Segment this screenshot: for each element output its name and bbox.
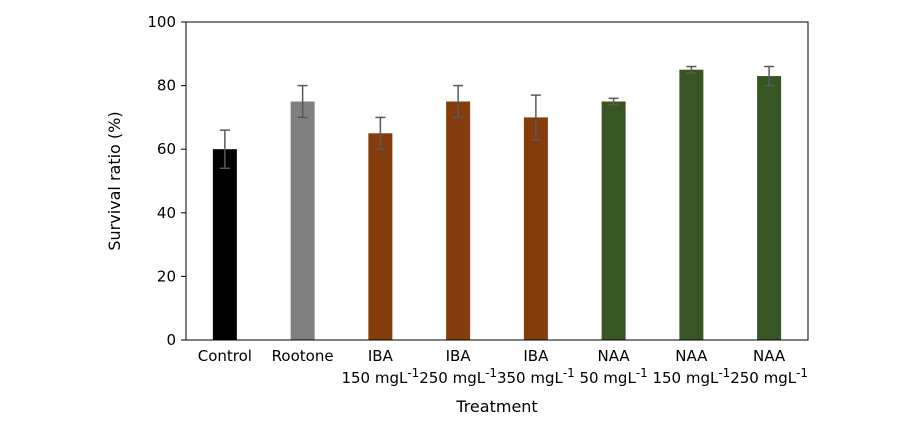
x-category-sublabel: 150 mgL-1 [652, 366, 730, 387]
x-category-superscript: -1 [407, 366, 419, 380]
x-category-superscript: -1 [796, 366, 808, 380]
plot-frame [185, 21, 809, 341]
x-category-superscript: -1 [718, 366, 730, 380]
x-category-sublabel: 250 mgL-1 [419, 366, 497, 387]
x-category-superscript: -1 [636, 366, 648, 380]
x-category-sublabel: 350 mgL-1 [497, 366, 575, 387]
bar [757, 76, 782, 340]
x-category-sublabel: 150 mgL-1 [341, 366, 419, 387]
x-category-label: Rootone [272, 347, 334, 365]
x-axis-title: Treatment [455, 397, 537, 416]
bar [212, 149, 237, 340]
y-tick-label: 80 [157, 77, 176, 95]
x-category-label: NAA [675, 347, 708, 365]
x-category-superscript: -1 [485, 366, 497, 380]
x-category-label: NAA [598, 347, 631, 365]
bar-series [212, 69, 782, 341]
x-category-sublabel: 50 mgL-1 [579, 366, 647, 387]
bar [679, 69, 704, 340]
y-axis-ticks: 0 20 40 60 80 100 [147, 13, 186, 349]
y-tick-label: 0 [166, 331, 176, 349]
y-tick-label: 100 [147, 13, 176, 31]
error-bars [219, 65, 775, 170]
bar [368, 133, 393, 340]
bar [601, 101, 626, 340]
x-category-sublabel: 250 mgL-1 [730, 366, 808, 387]
bar [523, 117, 548, 341]
x-category-label: IBA [446, 347, 472, 365]
y-tick-label: 40 [157, 204, 176, 222]
x-category-superscript: -1 [563, 366, 575, 380]
y-tick-label: 60 [157, 140, 176, 158]
x-category-label: NAA [753, 347, 786, 365]
x-category-label: IBA [523, 347, 549, 365]
x-category-label: IBA [368, 347, 394, 365]
y-axis-title: Survival ratio (%) [105, 111, 124, 250]
bar [290, 101, 315, 340]
y-tick-label: 20 [157, 267, 176, 285]
x-category-label: Control [198, 347, 252, 365]
bar [446, 101, 471, 340]
